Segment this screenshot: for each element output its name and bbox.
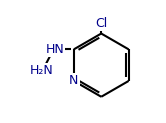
Text: HN: HN — [46, 43, 64, 56]
Text: N: N — [69, 74, 79, 87]
Text: H₂N: H₂N — [30, 63, 53, 77]
Text: Cl: Cl — [95, 17, 107, 30]
